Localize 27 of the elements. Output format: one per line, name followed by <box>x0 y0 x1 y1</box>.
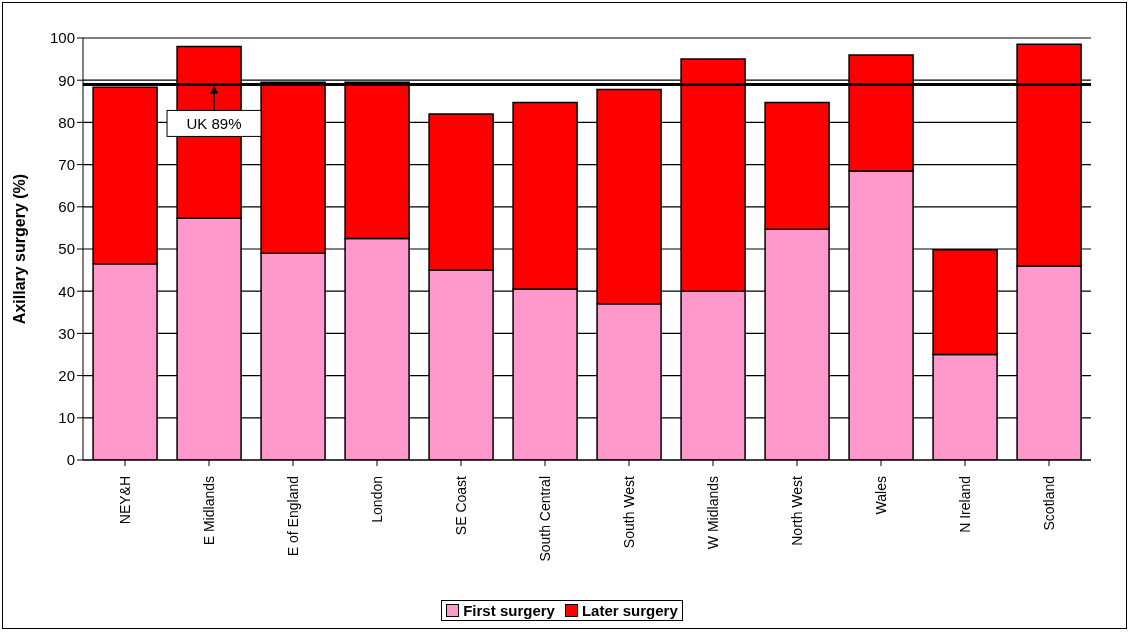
x-tick-label: Scotland <box>1041 476 1057 531</box>
y-tick-label: 30 <box>58 324 75 342</box>
x-tick-label: W Midlands <box>705 476 721 550</box>
x-tick-label: NEY&H <box>117 476 133 525</box>
x-tick-label: North West <box>789 475 805 546</box>
legend-label: First surgery <box>462 602 555 619</box>
x-tick-label: South West <box>621 475 637 549</box>
y-tick-label: 100 <box>49 29 75 47</box>
y-tick-label: 10 <box>58 409 75 427</box>
x-tick-label: E of England <box>285 476 301 557</box>
x-tick-label: N Ireland <box>957 476 973 533</box>
x-tick-label: Wales <box>873 476 889 515</box>
x-tick-label: South Central <box>537 476 553 562</box>
x-tick-label: London <box>369 476 385 523</box>
y-tick-label: 0 <box>66 451 75 469</box>
y-tick-label: 60 <box>58 198 75 216</box>
y-tick-label: 40 <box>58 282 75 300</box>
x-tick-label: E Midlands <box>201 476 217 546</box>
y-tick-label: 70 <box>58 155 75 173</box>
y-tick-label: 20 <box>58 366 75 384</box>
y-tick-label: 50 <box>58 240 75 258</box>
ref-line-label: UK 89% <box>186 114 242 132</box>
x-tick-label: SE Coast <box>453 475 469 536</box>
y-axis-title: Axillary surgery (%) <box>10 173 28 325</box>
legend-label: Later surgery <box>580 602 678 619</box>
y-tick-label: 80 <box>58 113 75 131</box>
y-tick-label: 90 <box>58 71 75 89</box>
